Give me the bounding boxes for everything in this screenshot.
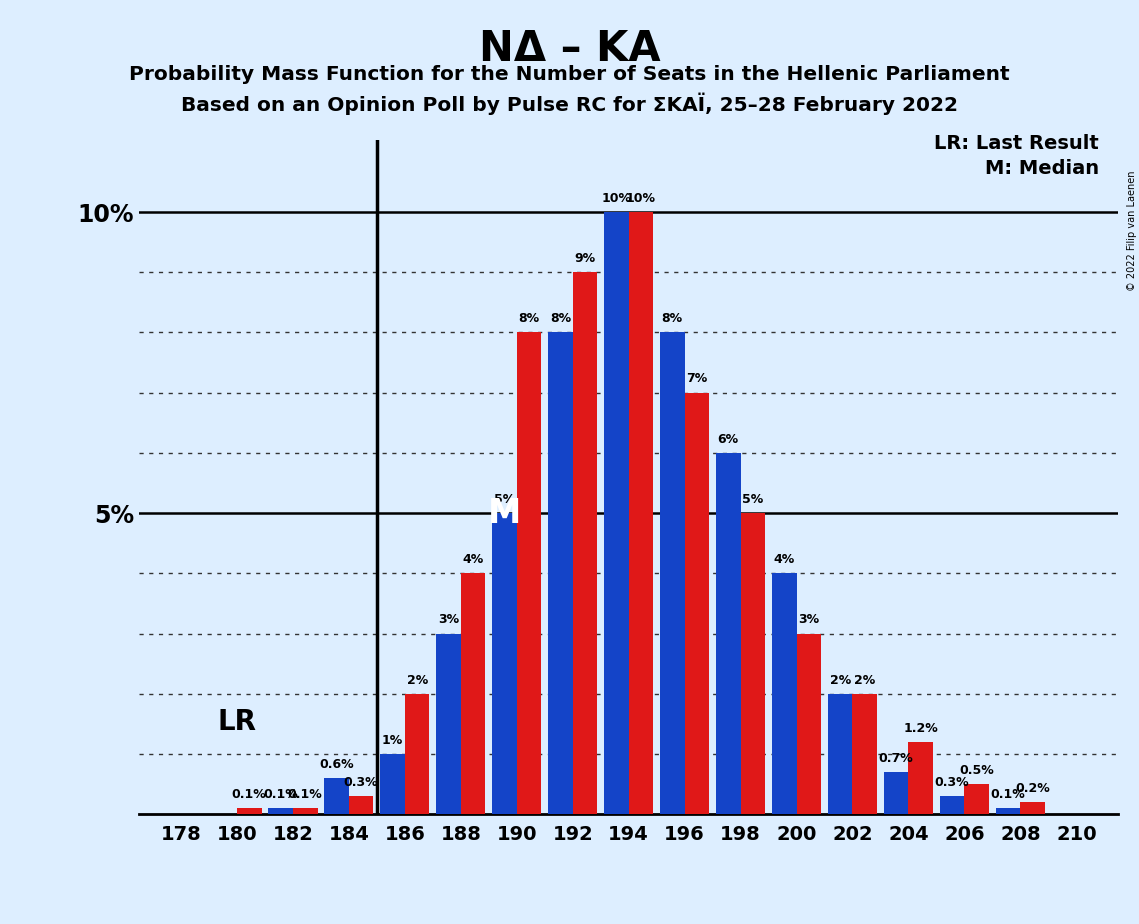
- Text: 2%: 2%: [407, 674, 428, 687]
- Text: 0.2%: 0.2%: [1015, 782, 1050, 795]
- Text: 8%: 8%: [550, 312, 571, 325]
- Bar: [461, 573, 485, 814]
- Text: 4%: 4%: [462, 553, 484, 566]
- Text: 5%: 5%: [743, 492, 763, 505]
- Text: 3%: 3%: [798, 614, 819, 626]
- Bar: [685, 393, 710, 814]
- Bar: [1021, 802, 1044, 814]
- Text: 0.1%: 0.1%: [232, 788, 267, 801]
- Text: 0.3%: 0.3%: [344, 776, 378, 789]
- Text: 0.5%: 0.5%: [959, 764, 994, 777]
- Text: 0.1%: 0.1%: [263, 788, 298, 801]
- Bar: [852, 694, 877, 814]
- Bar: [237, 808, 262, 814]
- Text: 1.2%: 1.2%: [903, 722, 939, 735]
- Text: 7%: 7%: [687, 372, 707, 385]
- Text: LR: LR: [218, 708, 256, 736]
- Text: © 2022 Filip van Laenen: © 2022 Filip van Laenen: [1126, 171, 1137, 291]
- Text: 0.1%: 0.1%: [991, 788, 1025, 801]
- Text: 8%: 8%: [662, 312, 683, 325]
- Text: 6%: 6%: [718, 432, 739, 445]
- Bar: [293, 808, 318, 814]
- Text: 0.6%: 0.6%: [319, 758, 354, 771]
- Bar: [573, 273, 597, 814]
- Bar: [269, 808, 293, 814]
- Text: LR: Last Result: LR: Last Result: [934, 134, 1099, 153]
- Bar: [940, 796, 965, 814]
- Bar: [884, 772, 909, 814]
- Text: 2%: 2%: [829, 674, 851, 687]
- Text: 0.7%: 0.7%: [879, 752, 913, 765]
- Bar: [740, 513, 765, 814]
- Text: Probability Mass Function for the Number of Seats in the Hellenic Parliament: Probability Mass Function for the Number…: [129, 65, 1010, 84]
- Bar: [995, 808, 1021, 814]
- Text: 4%: 4%: [773, 553, 795, 566]
- Text: 0.3%: 0.3%: [935, 776, 969, 789]
- Bar: [349, 796, 374, 814]
- Text: 3%: 3%: [437, 614, 459, 626]
- Text: Based on an Opinion Poll by Pulse RC for ΣKAΪ, 25–28 February 2022: Based on an Opinion Poll by Pulse RC for…: [181, 92, 958, 115]
- Bar: [325, 778, 349, 814]
- Text: 5%: 5%: [494, 492, 515, 505]
- Bar: [659, 333, 685, 814]
- Text: 0.1%: 0.1%: [288, 788, 322, 801]
- Bar: [517, 333, 541, 814]
- Bar: [796, 634, 821, 814]
- Bar: [436, 634, 461, 814]
- Bar: [909, 742, 933, 814]
- Bar: [548, 333, 573, 814]
- Text: M: M: [487, 496, 521, 529]
- Bar: [629, 212, 654, 814]
- Bar: [828, 694, 852, 814]
- Text: 1%: 1%: [382, 734, 403, 747]
- Text: 10%: 10%: [601, 192, 631, 205]
- Text: 10%: 10%: [626, 192, 656, 205]
- Bar: [492, 513, 517, 814]
- Bar: [604, 212, 629, 814]
- Text: NΔ – KA: NΔ – KA: [478, 28, 661, 69]
- Bar: [716, 453, 740, 814]
- Text: M: Median: M: Median: [985, 159, 1099, 178]
- Bar: [380, 754, 404, 814]
- Bar: [772, 573, 796, 814]
- Text: 2%: 2%: [854, 674, 876, 687]
- Text: 9%: 9%: [574, 252, 596, 265]
- Text: 8%: 8%: [518, 312, 540, 325]
- Bar: [965, 784, 989, 814]
- Bar: [404, 694, 429, 814]
